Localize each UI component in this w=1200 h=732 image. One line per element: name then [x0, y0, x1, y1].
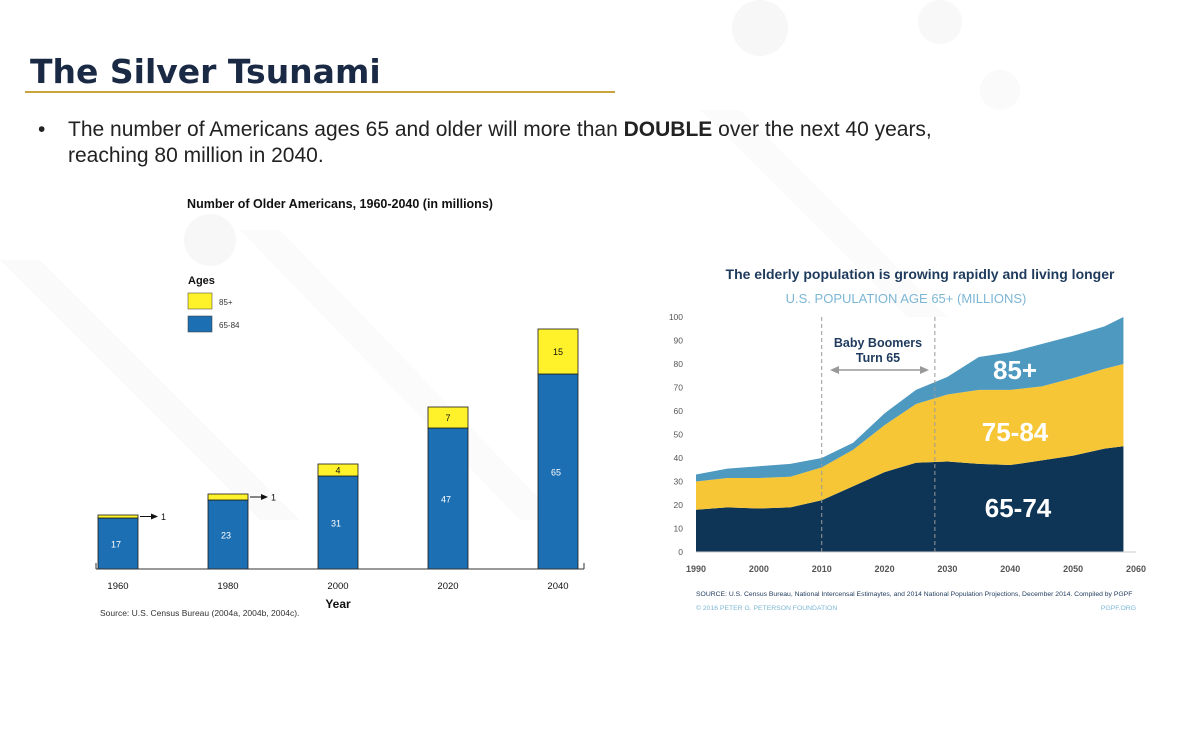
area-x-tick-2010: 2010	[812, 564, 832, 574]
bar-value-65-84-2000: 31	[331, 519, 341, 529]
area-y-tick-20: 20	[674, 500, 684, 510]
bar-x-tick-2040: 2040	[547, 581, 568, 592]
bar-callout-arrowhead-1960	[151, 513, 158, 520]
bar-value-85-plus-1980: 1	[271, 493, 276, 503]
legend-swatch-85-plus	[187, 292, 213, 310]
legend-label-85-plus: 85+	[219, 298, 233, 307]
area-y-tick-0: 0	[678, 547, 683, 557]
area-x-tick-2030: 2030	[937, 564, 957, 574]
area-y-tick-40: 40	[674, 453, 684, 463]
area-y-tick-60: 60	[674, 406, 684, 416]
area-y-tick-70: 70	[674, 383, 684, 393]
legend-title: Ages	[188, 275, 215, 287]
bar-x-tick-1960: 1960	[107, 581, 128, 592]
area-y-tick-10: 10	[674, 524, 684, 534]
bar-value-65-84-2040: 65	[551, 468, 561, 478]
area-x-tick-2050: 2050	[1063, 564, 1083, 574]
bar-chart-source: Source: U.S. Census Bureau (2004a, 2004b…	[100, 608, 299, 618]
area-series-65-74	[696, 446, 1124, 552]
area-y-tick-90: 90	[674, 336, 684, 346]
older-americans-bar-chart: Number of Older Americans, 1960-2040 (in…	[95, 197, 585, 618]
page-title: The Silver Tsunami	[30, 52, 381, 91]
bar-value-65-84-2020: 47	[441, 495, 451, 505]
area-y-tick-100: 100	[669, 312, 683, 322]
bar-callout-arrowhead-1980	[261, 494, 268, 500]
bar-value-85-plus-2040: 15	[553, 347, 563, 357]
area-chart-source: SOURCE: U.S. Census Bureau, National Int…	[696, 591, 1132, 598]
area-label-85-plus: 85+	[993, 355, 1037, 385]
area-x-tick-1990: 1990	[686, 564, 706, 574]
bar-x-tick-2020: 2020	[437, 581, 458, 592]
area-x-tick-2000: 2000	[749, 564, 769, 574]
bullet-text-end: over the next 40 years, reaching 80 mill…	[68, 118, 932, 167]
bar-value-65-84-1960: 17	[111, 540, 121, 550]
bar-85-plus-1980	[207, 493, 249, 501]
bar-value-85-plus-2020: 7	[445, 413, 450, 423]
boomer-arrow-head-left	[830, 366, 839, 374]
area-chart-site: PGPF.ORG	[1101, 605, 1136, 612]
area-y-tick-50: 50	[674, 430, 684, 440]
boomer-arrow-head-right	[920, 366, 929, 374]
bar-65-84-2000	[317, 475, 359, 570]
area-x-tick-2040: 2040	[1000, 564, 1020, 574]
area-chart-title: The elderly population is growing rapidl…	[726, 266, 1115, 282]
bar-x-tick-2000: 2000	[327, 581, 348, 592]
bar-chart-x-axis-label: Year	[325, 597, 351, 611]
bullet-text-start: The number of Americans ages 65 and olde…	[68, 118, 624, 141]
area-y-tick-30: 30	[674, 477, 684, 487]
elderly-population-area-chart: The elderly population is growing rapidl…	[669, 266, 1146, 612]
area-x-tick-2060: 2060	[1126, 564, 1146, 574]
legend-label-65-84: 65-84	[219, 321, 240, 330]
area-y-tick-80: 80	[674, 359, 684, 369]
boomer-annotation-line2: Turn 65	[856, 351, 900, 365]
bar-85-plus-2040	[537, 328, 579, 375]
bar-85-plus-2020	[427, 406, 469, 429]
bar-85-plus-1960	[97, 514, 139, 519]
bar-85-plus-2000	[317, 463, 359, 477]
area-series-75-84	[696, 364, 1124, 510]
area-label-75-84: 75-84	[982, 417, 1049, 447]
boomer-annotation-line1: Baby Boomers	[834, 336, 922, 350]
title-underline	[25, 91, 615, 93]
area-chart-subtitle: U.S. POPULATION AGE 65+ (MILLIONS)	[786, 291, 1027, 306]
bullet-emphasis: DOUBLE	[623, 118, 713, 141]
area-x-tick-2020: 2020	[875, 564, 895, 574]
bullet-text: The number of Americans ages 65 and olde…	[68, 117, 948, 169]
area-series-85-plus	[696, 317, 1124, 482]
bar-value-65-84-1980: 23	[221, 531, 231, 541]
area-chart-copyright: © 2016 PETER G. PETERSON FOUNDATION	[696, 604, 837, 612]
bullet-dot: •	[38, 118, 46, 141]
legend-swatch-65-84	[187, 315, 213, 333]
bar-value-85-plus-1960: 1	[161, 512, 166, 522]
bar-65-84-1960	[97, 517, 139, 570]
bar-x-tick-1980: 1980	[217, 581, 238, 592]
bar-chart-title: Number of Older Americans, 1960-2040 (in…	[187, 197, 493, 211]
area-label-65-74: 65-74	[985, 493, 1052, 523]
bar-value-85-plus-2000: 4	[335, 466, 340, 476]
